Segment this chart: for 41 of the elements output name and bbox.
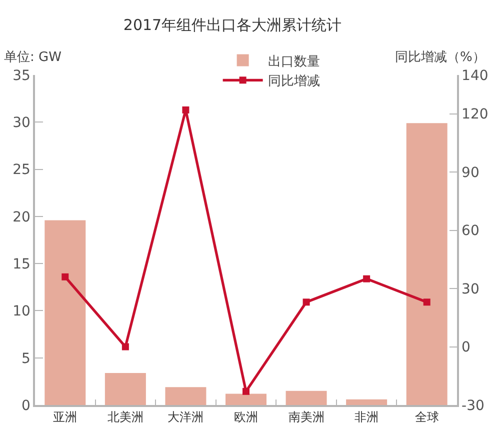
y2-tick-label: 140 (462, 68, 488, 84)
x-tick-label: 大洋洲 (168, 410, 204, 424)
bar (406, 123, 448, 405)
bar (165, 387, 206, 405)
point (242, 388, 250, 395)
point (62, 273, 69, 280)
y2-axis-title: 同比增减（%） (395, 50, 486, 65)
y2-tick-label: 0 (462, 340, 470, 356)
chart-title: 2017年组件出口各大洲累计统计 (123, 16, 342, 34)
y2-tick-label: 30 (462, 281, 480, 298)
bar (226, 394, 266, 405)
y-tick-label: 20 (12, 209, 30, 226)
point (302, 298, 310, 306)
y-tick-label: 5 (22, 350, 30, 367)
point (122, 343, 129, 350)
y-tick-label: 15 (12, 256, 30, 272)
y2-tick-label: 120 (462, 106, 488, 123)
x-tick-label: 北美洲 (107, 410, 144, 424)
bar (104, 372, 146, 405)
legend-label: 同比增减 (268, 74, 320, 90)
y-tick-label: 10 (12, 304, 30, 320)
y-axis-title: 单位: GW (4, 50, 62, 65)
x-tick-label: 欧洲 (234, 410, 258, 424)
point (423, 298, 430, 306)
y-tick-label: 35 (12, 68, 30, 84)
bar (44, 220, 86, 405)
y-tick-label: 30 (12, 115, 30, 132)
point (363, 275, 370, 282)
bar (286, 390, 327, 405)
legend-label: 出口数量 (268, 54, 320, 70)
x-tick-label: 全球 (414, 410, 439, 424)
x-tick-label: 南美洲 (288, 410, 324, 424)
bar (346, 399, 388, 405)
point (182, 106, 190, 114)
x-tick-label: 非洲 (354, 410, 379, 424)
y2-tick-label: -30 (462, 398, 484, 414)
y-tick-label: 0 (22, 398, 30, 414)
y2-tick-label: 90 (462, 164, 480, 181)
x-tick-label: 亚洲 (53, 410, 78, 424)
y-tick-label: 25 (12, 162, 30, 178)
y2-tick-label: 60 (462, 223, 480, 240)
